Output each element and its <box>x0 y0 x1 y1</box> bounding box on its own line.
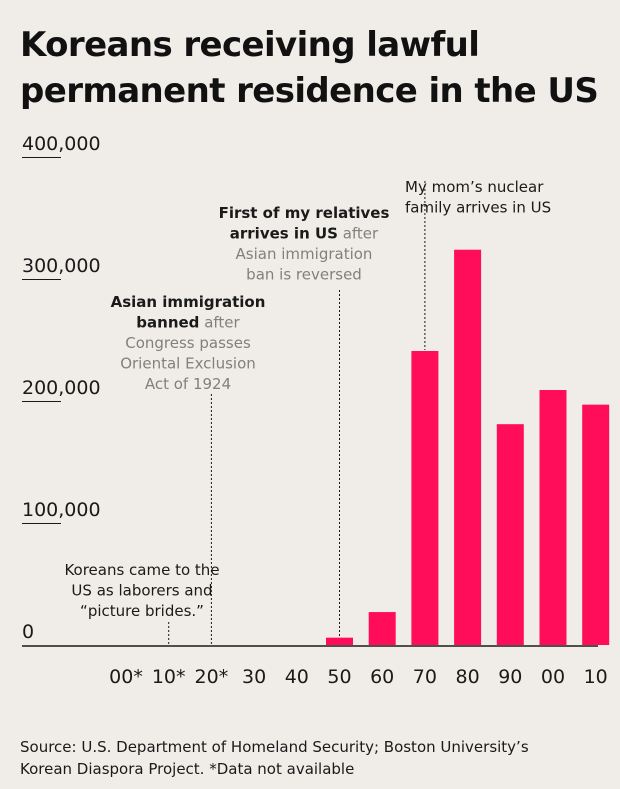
annotation-line: “picture brides.” <box>80 602 204 620</box>
annotation-line: family arrives in US <box>405 199 551 217</box>
annotation-line: First of my relatives <box>219 204 390 222</box>
source-line-2: Korean Diaspora Project. *Data not avail… <box>20 760 355 778</box>
bar-80 <box>454 249 482 645</box>
annotation-line: Oriental Exclusion <box>120 355 256 373</box>
bar-60 <box>368 612 396 645</box>
x-tick-label: 40 <box>285 666 309 688</box>
annotation-line: ban is reversed <box>246 266 362 284</box>
source-note: Source: U.S. Department of Homeland Secu… <box>20 736 610 780</box>
chart-title: Koreans receiving lawful permanent reside… <box>20 22 610 114</box>
annotation-bold: Asian immigration <box>111 293 266 311</box>
annotation-line: banned after <box>136 314 240 332</box>
annotation-line: US as laborers and <box>71 582 212 600</box>
y-tick-label: 200,000 <box>22 377 101 399</box>
x-tick-label: 90 <box>498 666 522 688</box>
bar-70 <box>411 350 439 645</box>
x-tick-label: 10* <box>152 666 186 688</box>
y-tick-label: 300,000 <box>22 255 101 277</box>
annotation-text: Asian immigration banned after Congress pa… <box>111 293 266 393</box>
annotation-text: First of my relatives arrives in US after… <box>219 204 390 284</box>
annotation-line: arrives in US after <box>230 225 379 243</box>
annotation-text: Koreans came to the US as laborers and “pi… <box>64 561 219 620</box>
annotation-line: Act of 1924 <box>145 375 231 393</box>
x-tick-label: 00 <box>541 666 565 688</box>
x-tick-label: 80 <box>456 666 480 688</box>
bar-90 <box>496 424 524 645</box>
annotation-line: Asian immigration <box>111 293 266 311</box>
title-line-1: Koreans receiving lawful <box>20 25 480 65</box>
x-tick-label: 10 <box>584 666 608 688</box>
bar-10 <box>582 404 610 645</box>
bar-50 <box>326 637 353 645</box>
x-tick-label: 70 <box>413 666 437 688</box>
annotation-muted: after <box>338 225 379 243</box>
title-line-2: permanent residence in the US <box>20 71 599 111</box>
x-tick-label: 50 <box>327 666 351 688</box>
bar-chart: 0 100,000 200,000 300,000 400,000 00* 10* 20* 30… <box>22 133 610 688</box>
source-line-1: Source: U.S. Department of Homeland Secu… <box>20 738 529 756</box>
x-tick-label: 30 <box>242 666 266 688</box>
y-tick-label: 400,000 <box>22 133 101 155</box>
annotation-line: Asian immigration <box>236 245 373 263</box>
annotation-bold: banned <box>136 314 199 332</box>
x-tick-label: 60 <box>370 666 394 688</box>
annotation-muted: after <box>199 314 240 332</box>
annotation-bold: First of my relatives <box>219 204 390 222</box>
annotation-line: Koreans came to the <box>64 561 219 579</box>
y-tick-label: 0 <box>22 621 34 643</box>
annotation-text: My mom’s nuclear family arrives in US <box>405 178 551 217</box>
x-tick-label: 00* <box>109 666 143 688</box>
annotation-bold: arrives in US <box>230 225 338 243</box>
bar-00 <box>539 390 567 645</box>
y-tick-label: 100,000 <box>22 499 101 521</box>
annotation-line: Congress passes <box>125 334 251 352</box>
annotation-line: My mom’s nuclear <box>405 178 544 196</box>
x-tick-label: 20* <box>195 666 229 688</box>
